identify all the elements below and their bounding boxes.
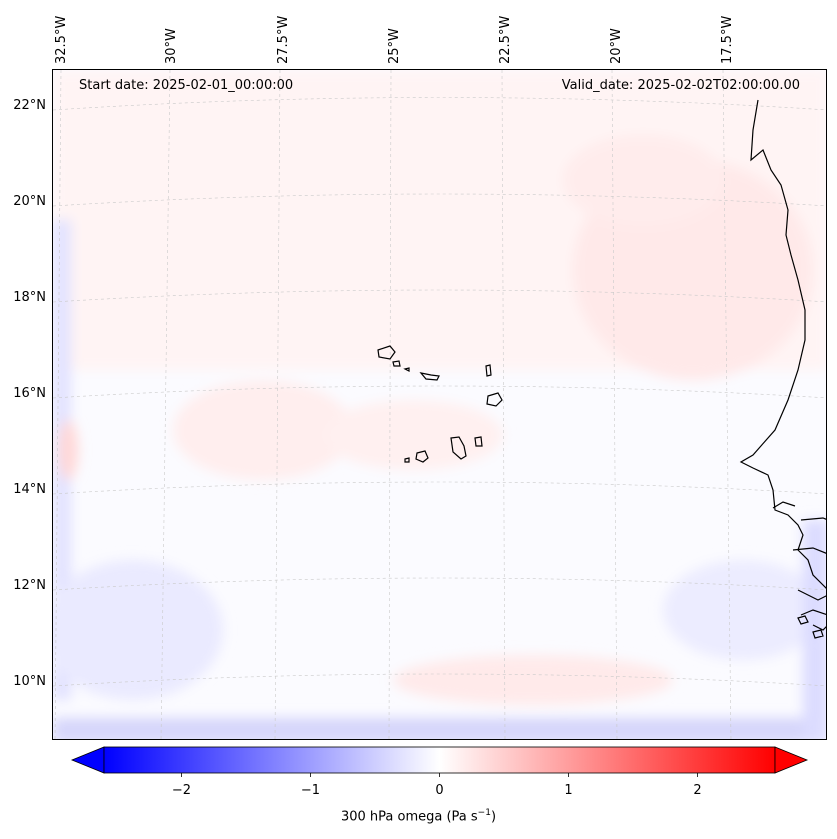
colorbar-low-extend [70,746,105,774]
gridline-lat-22 [53,97,826,111]
gridline-lon-32-5 [54,70,62,739]
omega-field [53,70,826,739]
lat-label-20n: 20°N [13,194,46,209]
gridline-lon-17-5 [722,70,732,739]
lat-label-16n: 16°N [13,386,46,401]
colorbar: −2 −1 0 1 2 [70,746,809,798]
lat-label-14n: 14°N [13,482,46,497]
island-fogo [415,450,429,463]
colorbar-tick-label: 1 [564,783,572,798]
field-positive-south [393,655,673,705]
lon-label-22-5w: 22.5°W [498,15,513,64]
field-positive-north [563,135,723,225]
colorbar-ticks: −2 −1 0 1 2 [172,773,702,798]
west-africa-inlets [792,517,826,631]
graticule [53,70,826,739]
gridline-lon-30 [160,70,171,739]
gridline-lat-12 [53,577,826,591]
island-sao-nicolau [419,372,440,381]
gridline-lat-18 [53,289,826,303]
bissagos-islands [797,615,824,639]
lon-label-30w: 30°W [164,28,179,64]
lat-label-12n: 12°N [13,578,46,593]
field-positive-center2 [323,400,503,470]
gridline-lon-20 [611,70,618,739]
africa-coastline [739,99,826,589]
field-negative-south [53,718,826,739]
field-positive-west-spot [58,420,78,480]
lon-label-25w: 25°W [387,28,402,64]
start-date-label: Start date: 2025-02-01_00:00:00 [79,78,294,93]
lon-label-27-5w: 27.5°W [276,15,291,64]
lat-label-10n: 10°N [13,674,46,689]
colorbar-label-prefix: 300 hPa omega (Pa s [340,809,478,825]
colorbar-tick-label: −2 [172,783,191,798]
colorbar-high-extend [774,746,809,774]
gridline-lat-14 [53,481,826,495]
gridline-lat-16 [53,385,826,399]
lat-label-18n: 18°N [13,290,46,305]
field-negative-sw [53,560,223,700]
colorbar-gradient [103,746,776,774]
gridline-lon-22-5 [501,70,506,739]
gridline-lon-25 [388,70,392,739]
lon-label-20w: 20°W [609,28,624,64]
island-brava [404,457,410,463]
island-sal [485,364,492,377]
gridline-lat-20 [53,193,826,207]
colorbar-tick-label: 2 [693,783,701,798]
valid-date-label: Valid_date: 2025-02-02T02:00:00.00 [561,78,800,93]
island-santiago [450,436,467,460]
lon-label-32-5w: 32.5°W [54,15,69,64]
gridline-lat-10 [53,673,826,687]
cap-vert-peninsula [772,501,796,509]
colorbar-label-suffix: ) [490,809,497,825]
island-maio [474,436,483,447]
colorbar-label: 300 hPa omega (Pa s−1) [0,808,837,824]
island-santo-antao [377,345,396,360]
island-santa-luzia [403,367,410,372]
island-boa-vista [486,392,503,407]
map-canvas [53,70,826,739]
colorbar-label-exponent: −1 [477,808,491,818]
island-sao-vicente [392,360,401,367]
gridline-lon-27-5 [274,70,281,739]
colorbar-tick-label: 0 [435,783,443,798]
map-panel [52,69,827,740]
field-positive-center [173,380,353,480]
colorbar-tick-label: −1 [301,783,320,798]
field-negative-east [803,520,826,739]
lat-label-22n: 22°N [13,98,46,113]
lon-label-17-5w: 17.5°W [720,15,735,64]
coastlines [377,99,826,639]
field-negative-se [663,560,823,660]
